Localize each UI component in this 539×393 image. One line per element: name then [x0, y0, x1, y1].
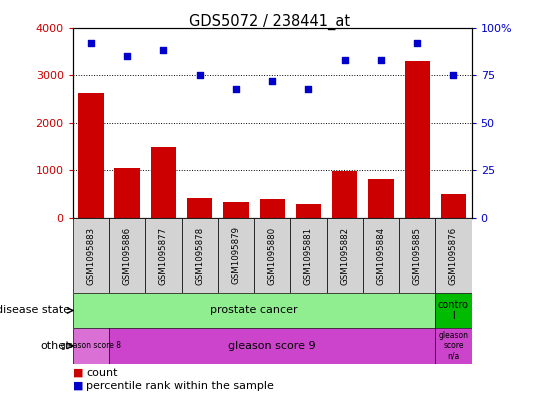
Text: disease state: disease state — [0, 305, 70, 316]
Text: GSM1095884: GSM1095884 — [376, 226, 385, 285]
Point — [159, 47, 168, 53]
Text: GSM1095886: GSM1095886 — [123, 226, 132, 285]
Bar — [182, 218, 218, 293]
Text: GSM1095879: GSM1095879 — [231, 226, 240, 285]
Bar — [363, 218, 399, 293]
Text: gleason score 8: gleason score 8 — [61, 342, 121, 350]
Point — [341, 57, 349, 63]
Bar — [151, 147, 176, 218]
Bar — [436, 218, 472, 293]
Bar — [405, 61, 430, 218]
Text: ■: ■ — [73, 367, 83, 378]
Text: other: other — [40, 341, 70, 351]
Text: gleason score 9: gleason score 9 — [229, 341, 316, 351]
Bar — [259, 199, 285, 218]
Text: GDS5072 / 238441_at: GDS5072 / 238441_at — [189, 14, 350, 30]
Point — [413, 40, 421, 46]
Bar — [436, 328, 472, 364]
Text: GSM1095883: GSM1095883 — [86, 226, 95, 285]
Bar — [441, 194, 466, 218]
Point — [304, 85, 313, 92]
Text: GSM1095880: GSM1095880 — [268, 226, 277, 285]
Bar — [368, 179, 393, 218]
Text: GSM1095885: GSM1095885 — [413, 226, 421, 285]
Point — [195, 72, 204, 78]
Point — [377, 57, 385, 63]
Bar — [399, 218, 436, 293]
Text: GSM1095878: GSM1095878 — [195, 226, 204, 285]
Bar — [187, 198, 212, 218]
Text: contro
l: contro l — [438, 300, 469, 321]
Text: count: count — [86, 367, 118, 378]
Bar — [327, 218, 363, 293]
Point — [268, 78, 277, 84]
Text: gleason
score
n/a: gleason score n/a — [439, 331, 468, 361]
Bar — [291, 218, 327, 293]
Bar — [78, 93, 103, 218]
Bar — [109, 218, 146, 293]
Bar — [436, 293, 472, 328]
Bar — [218, 218, 254, 293]
Bar — [254, 218, 291, 293]
Bar — [109, 328, 436, 364]
Text: GSM1095876: GSM1095876 — [449, 226, 458, 285]
Text: prostate cancer: prostate cancer — [210, 305, 298, 316]
Text: GSM1095881: GSM1095881 — [304, 226, 313, 285]
Bar — [114, 167, 140, 218]
Point — [87, 40, 95, 46]
Text: percentile rank within the sample: percentile rank within the sample — [86, 381, 274, 391]
Point — [232, 85, 240, 92]
Text: GSM1095882: GSM1095882 — [340, 226, 349, 285]
Point — [449, 72, 458, 78]
Bar — [296, 204, 321, 218]
Bar — [73, 218, 109, 293]
Bar — [73, 328, 109, 364]
Bar — [146, 218, 182, 293]
Text: GSM1095877: GSM1095877 — [159, 226, 168, 285]
Point — [123, 53, 132, 59]
Bar — [223, 202, 248, 218]
Bar — [332, 171, 357, 218]
Text: ■: ■ — [73, 381, 83, 391]
